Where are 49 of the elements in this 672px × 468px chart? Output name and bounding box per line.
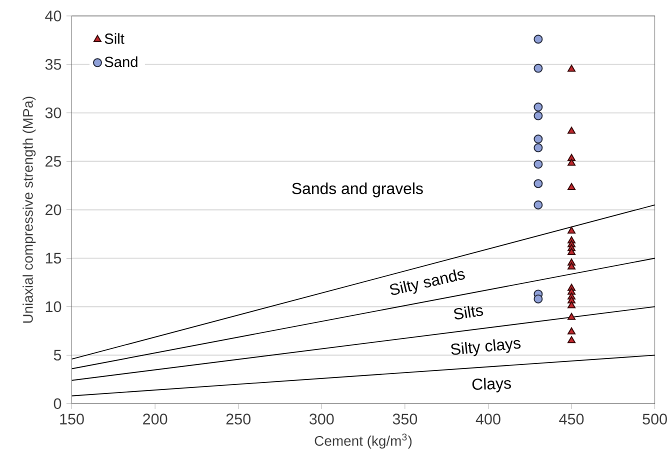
point — [568, 262, 576, 270]
legend-label: Silt — [104, 32, 124, 44]
point — [568, 336, 576, 343]
point — [534, 64, 543, 73]
y-tick-label: 20 — [46, 204, 62, 215]
point — [534, 34, 543, 44]
point — [568, 158, 576, 166]
point — [568, 64, 576, 72]
x-axis-title: Cement (kg/m$^{3}$) — [314, 433, 412, 448]
legend-label: Sand — [104, 56, 138, 67]
y-tick-label: 40 — [45, 10, 62, 22]
annotation: Silts — [454, 306, 484, 320]
point — [568, 248, 576, 255]
x-tick-label: 300 — [309, 413, 334, 424]
point — [534, 102, 543, 112]
point — [568, 301, 576, 308]
point — [568, 296, 576, 304]
x-tick-label: 450 — [559, 413, 584, 424]
x-tick-label: 400 — [476, 413, 500, 424]
y-tick-label: 25 — [46, 156, 62, 167]
x-tick-label: 200 — [143, 413, 168, 424]
point — [568, 182, 576, 190]
point — [534, 200, 543, 210]
annotation: Clays — [472, 378, 511, 392]
point — [568, 154, 576, 161]
point — [534, 143, 543, 152]
y-axis-title: Uniaxial compressive strength (MPa) — [22, 96, 36, 322]
annotation: Sands and gravels — [292, 182, 423, 198]
y-tick-label: 0 — [54, 398, 62, 409]
x-tick-label: 250 — [226, 413, 250, 424]
x-tick-label: 350 — [392, 413, 418, 424]
point — [568, 226, 576, 234]
y-tick-label: 35 — [45, 58, 62, 70]
y-tick-label: 30 — [45, 107, 62, 118]
point — [534, 160, 543, 169]
point — [568, 312, 576, 320]
point — [534, 178, 543, 188]
point — [534, 134, 543, 144]
x-tick-label: 500 — [642, 413, 667, 424]
y-tick-label: 5 — [54, 350, 62, 360]
point — [568, 327, 576, 334]
point — [568, 126, 576, 134]
annotation: Silty clays — [451, 339, 521, 356]
point — [534, 294, 543, 304]
point — [534, 111, 543, 120]
y-tick-label: 15 — [46, 252, 62, 264]
x-tick-label: 150 — [60, 413, 84, 424]
annotation: Silty sands — [390, 269, 465, 295]
y-tick-label: 10 — [46, 301, 62, 312]
